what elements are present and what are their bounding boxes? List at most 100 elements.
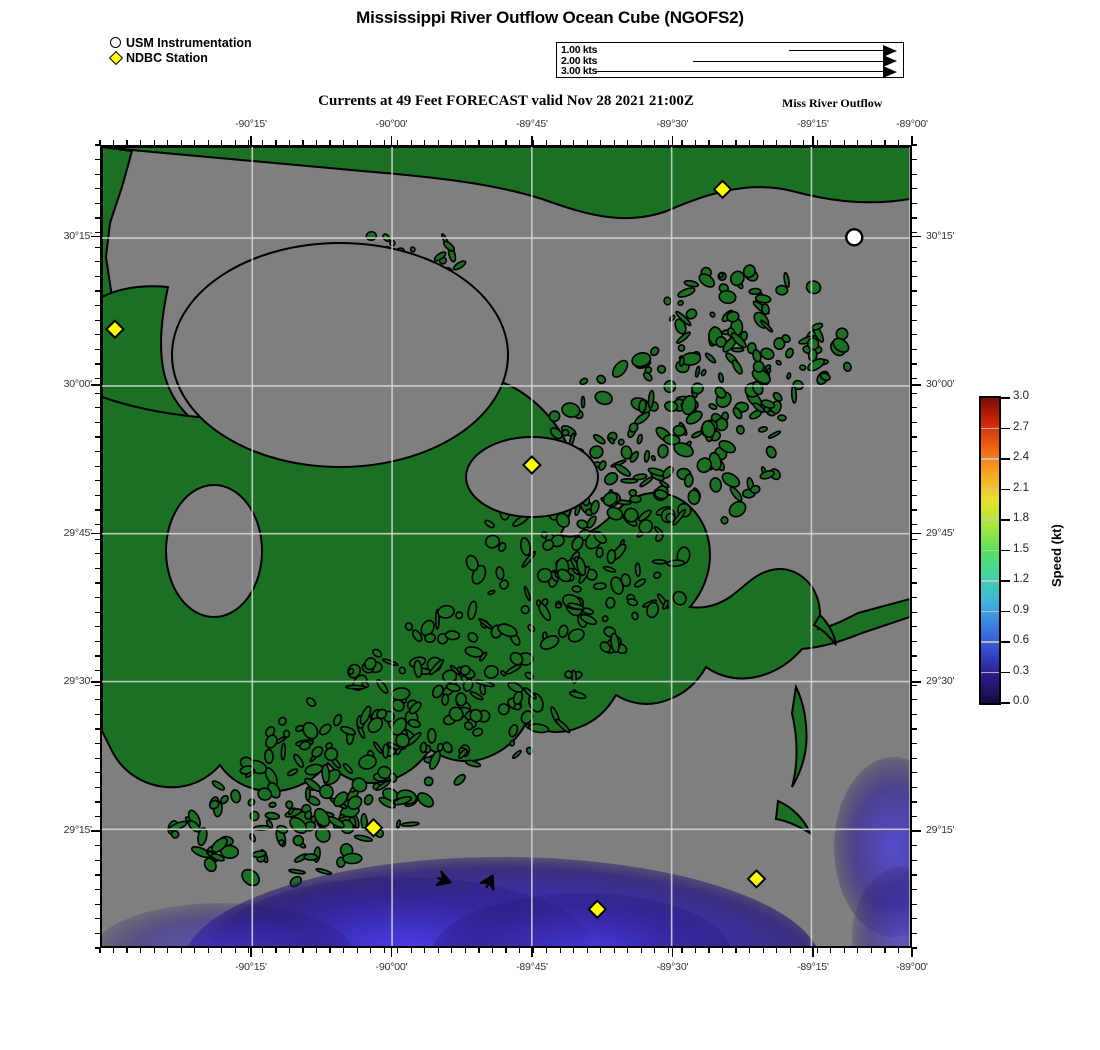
y-minor-tick bbox=[912, 597, 917, 599]
vector-scale-label: 2.00 kts bbox=[561, 54, 598, 67]
x-axis-label: -90°00' bbox=[375, 118, 408, 130]
y-minor-tick bbox=[95, 392, 100, 394]
x-minor-tick bbox=[870, 948, 872, 953]
x-minor-tick bbox=[613, 948, 615, 953]
x-minor-tick bbox=[302, 140, 304, 145]
colorbar-tick-label: 0.3 bbox=[1013, 664, 1029, 677]
y-minor-tick bbox=[912, 582, 917, 584]
y-minor-tick bbox=[912, 290, 917, 292]
marker-legend: USM Instrumentation NDBC Station bbox=[108, 36, 252, 66]
x-minor-tick bbox=[586, 140, 588, 145]
y-minor-tick bbox=[912, 611, 917, 613]
y-minor-tick bbox=[95, 173, 100, 175]
x-minor-tick bbox=[343, 948, 345, 953]
y-minor-tick bbox=[95, 626, 100, 628]
y-minor-tick bbox=[912, 334, 917, 336]
x-minor-tick bbox=[383, 140, 385, 145]
y-minor-tick bbox=[95, 305, 100, 307]
y-minor-tick bbox=[912, 932, 917, 934]
x-minor-tick bbox=[776, 140, 778, 145]
x-minor-tick bbox=[248, 140, 250, 145]
y-minor-tick bbox=[95, 290, 100, 292]
x-minor-tick bbox=[681, 948, 683, 953]
colorbar-tick bbox=[1001, 458, 1010, 460]
x-minor-tick bbox=[397, 140, 399, 145]
x-minor-tick bbox=[546, 140, 548, 145]
x-minor-tick bbox=[884, 948, 886, 953]
map-plot-area[interactable] bbox=[100, 145, 912, 948]
y-minor-tick bbox=[912, 363, 917, 365]
y-minor-tick bbox=[912, 275, 917, 277]
x-minor-tick bbox=[180, 140, 182, 145]
y-minor-tick bbox=[95, 509, 100, 511]
x-minor-tick bbox=[749, 948, 751, 953]
y-minor-tick bbox=[95, 363, 100, 365]
y-minor-tick bbox=[912, 874, 917, 876]
y-minor-tick bbox=[912, 684, 917, 686]
y-minor-tick bbox=[912, 261, 917, 263]
x-minor-tick bbox=[329, 948, 331, 953]
x-minor-tick bbox=[153, 140, 155, 145]
x-minor-tick bbox=[816, 140, 818, 145]
legend-label-usm: USM Instrumentation bbox=[126, 36, 252, 50]
current-vector-layer bbox=[435, 870, 495, 891]
x-minor-tick bbox=[708, 140, 710, 145]
y-minor-tick bbox=[95, 567, 100, 569]
colorbar-tick bbox=[1001, 427, 1010, 430]
x-minor-tick bbox=[437, 948, 439, 953]
x-minor-tick bbox=[532, 948, 534, 953]
colorbar-tick bbox=[1001, 671, 1010, 674]
vector-scale-arrowhead bbox=[883, 65, 897, 78]
circle-marker-icon bbox=[845, 228, 864, 247]
x-minor-tick bbox=[694, 948, 697, 953]
x-minor-tick bbox=[370, 948, 372, 953]
y-minor-tick bbox=[95, 713, 100, 715]
x-minor-tick bbox=[505, 140, 507, 145]
y-major-tick bbox=[912, 829, 921, 832]
x-minor-tick bbox=[464, 948, 466, 953]
x-minor-tick bbox=[491, 948, 494, 953]
x-minor-tick bbox=[234, 140, 236, 145]
y-axis-label: 30°15' bbox=[926, 229, 955, 242]
x-minor-tick bbox=[221, 948, 223, 953]
y-minor-tick bbox=[912, 232, 917, 234]
y-minor-tick bbox=[912, 801, 917, 803]
y-minor-tick bbox=[95, 597, 100, 599]
x-minor-tick bbox=[518, 948, 521, 953]
vector-scale-arrowhead bbox=[883, 55, 897, 68]
x-minor-tick bbox=[640, 948, 642, 953]
y-major-tick bbox=[91, 829, 100, 832]
x-minor-tick bbox=[600, 140, 602, 145]
land-layer bbox=[102, 147, 910, 888]
colorbar-tick-label: 0.9 bbox=[1013, 603, 1029, 616]
x-minor-tick bbox=[478, 948, 480, 953]
y-minor-tick bbox=[95, 684, 100, 686]
x-major-tick bbox=[250, 136, 252, 145]
x-minor-tick bbox=[654, 140, 656, 145]
x-minor-tick bbox=[261, 140, 263, 145]
colorbar-inner-tick bbox=[981, 519, 999, 521]
x-minor-tick bbox=[884, 140, 886, 145]
x-minor-tick bbox=[126, 948, 128, 953]
x-minor-tick bbox=[735, 948, 737, 953]
x-minor-tick bbox=[410, 948, 412, 953]
x-minor-tick bbox=[559, 948, 561, 953]
x-minor-tick bbox=[573, 948, 575, 953]
y-minor-tick bbox=[95, 699, 100, 701]
page-title: Mississippi River Outflow Ocean Cube (NG… bbox=[356, 8, 744, 27]
y-minor-tick bbox=[95, 553, 100, 555]
y-minor-tick bbox=[95, 436, 100, 438]
x-minor-tick bbox=[613, 140, 615, 145]
colorbar-tick-label: 2.7 bbox=[1013, 420, 1029, 433]
x-minor-tick bbox=[167, 948, 169, 953]
diamond-marker-icon bbox=[746, 868, 767, 889]
x-minor-tick bbox=[315, 140, 318, 145]
y-minor-tick bbox=[95, 947, 100, 949]
y-minor-tick bbox=[912, 699, 917, 701]
y-minor-tick bbox=[95, 494, 100, 496]
x-minor-tick bbox=[627, 948, 629, 953]
x-minor-tick bbox=[681, 140, 683, 145]
colorbar-inner-tick bbox=[981, 458, 999, 460]
x-minor-tick bbox=[735, 140, 737, 145]
x-minor-tick bbox=[99, 140, 101, 145]
